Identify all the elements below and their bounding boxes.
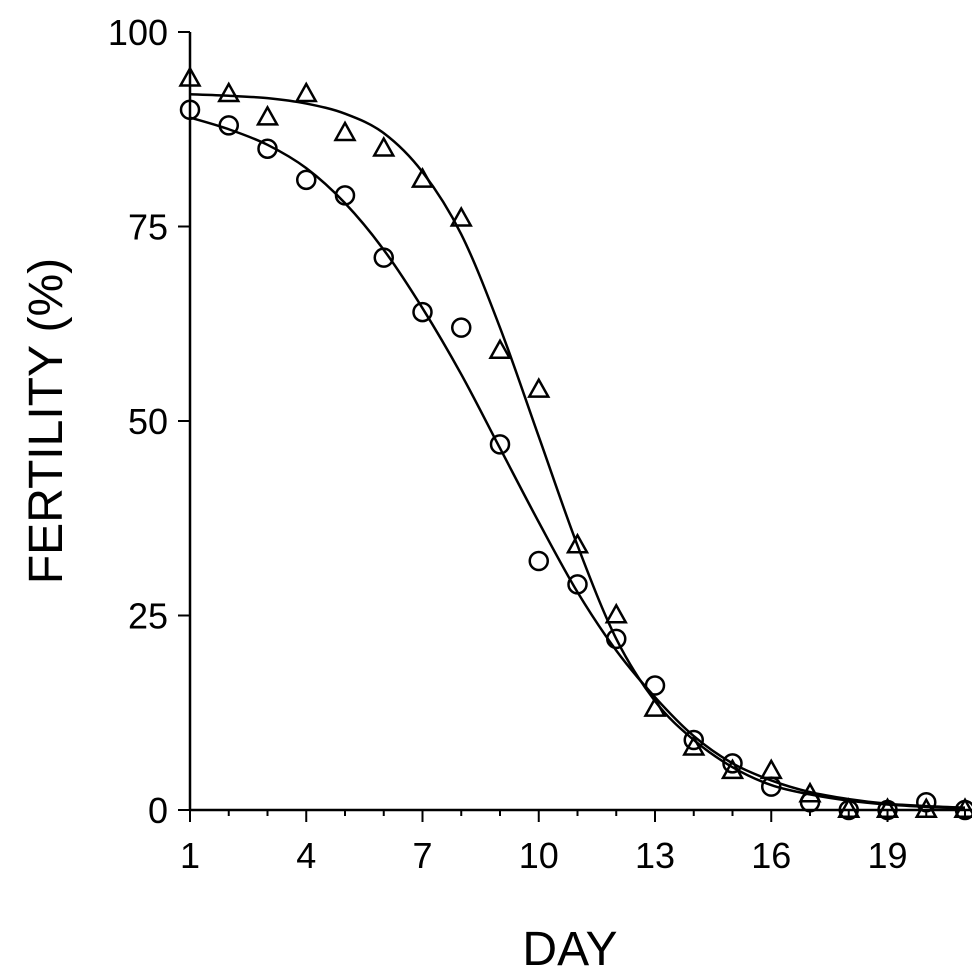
triangle-point [643, 696, 667, 717]
y-tick-label: 25 [128, 596, 168, 637]
x-tick-label: 7 [412, 835, 432, 876]
y-tick-label: 75 [128, 207, 168, 248]
triangle-point [914, 797, 938, 819]
triangle-point [178, 65, 202, 87]
triangle-point [217, 81, 241, 103]
x-tick-label: 4 [296, 835, 316, 876]
circle-point [489, 434, 511, 455]
x-tick-label: 16 [751, 835, 791, 876]
y-axis-title: FERTILITY (%) [20, 258, 73, 584]
triangle-point [565, 532, 590, 554]
circle-point [257, 138, 278, 159]
x-tick-label: 10 [519, 835, 559, 876]
fit-curve-triangle [189, 92, 966, 810]
y-tick-label: 100 [108, 12, 168, 53]
triangle-point [604, 602, 628, 624]
circle-point [954, 799, 972, 821]
circle-point [606, 628, 627, 650]
circle-point [451, 317, 472, 338]
circle-point [412, 301, 433, 323]
triangle-point [333, 120, 357, 142]
circle-point [218, 115, 239, 136]
circle-point [567, 574, 588, 595]
circle-point [683, 729, 704, 751]
circle-point [761, 776, 782, 797]
circle-point [296, 169, 317, 191]
circle-point [916, 791, 937, 813]
fitted-curves [189, 92, 966, 810]
circle-point [179, 99, 201, 121]
triangle-point [720, 758, 745, 780]
y-ticks: 0 25 50 75 100 [108, 12, 190, 831]
circle-point [373, 247, 394, 268]
triangle-point [372, 135, 396, 157]
circle-point [644, 675, 666, 696]
triangle-point [682, 734, 706, 756]
x-tick-label: 13 [635, 835, 675, 876]
fit-curve-circle [189, 116, 966, 809]
triangle-point [488, 338, 512, 360]
x-tick-label: 1 [180, 835, 200, 876]
x-tick-label: 19 [867, 835, 907, 876]
triangle-point [953, 797, 972, 819]
triangle-point [798, 781, 822, 803]
triangle-point [527, 377, 551, 398]
circle-point [838, 799, 859, 821]
circle-point [877, 799, 898, 821]
circle-point [799, 791, 821, 813]
triangle-point [837, 797, 861, 819]
circle-point [528, 550, 549, 572]
x-axis-title: DAY [522, 923, 617, 976]
axes [188, 32, 972, 812]
triangle-point [875, 797, 900, 819]
y-tick-label: 0 [148, 790, 168, 831]
circle-point [722, 753, 743, 774]
triangle-point [759, 758, 783, 780]
triangle-point [294, 81, 318, 103]
data-points [178, 65, 972, 821]
triangle-point [449, 205, 473, 227]
circle-point [334, 185, 356, 206]
y-tick-label: 50 [128, 401, 168, 442]
x-ticks: 1 4 7 10 13 16 19 [180, 810, 966, 876]
triangle-point [255, 104, 280, 126]
triangle-point [410, 167, 435, 188]
